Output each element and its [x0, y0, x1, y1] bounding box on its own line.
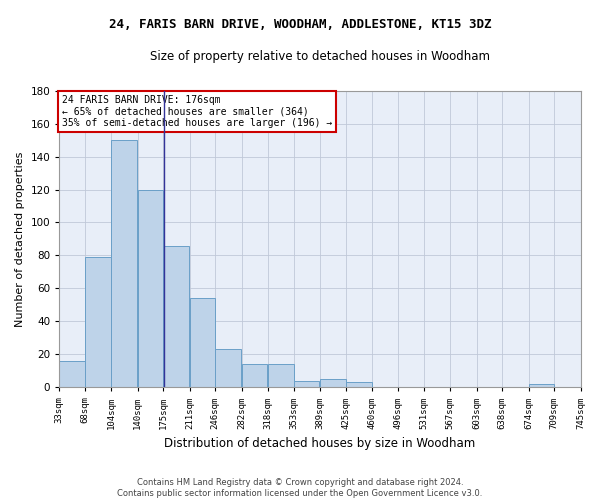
Bar: [215, 350, 241, 388]
Bar: [268, 364, 293, 388]
Bar: [163, 246, 189, 388]
Bar: [85, 257, 110, 388]
Bar: [242, 364, 267, 388]
Bar: [190, 298, 215, 388]
Y-axis label: Number of detached properties: Number of detached properties: [15, 152, 25, 326]
Bar: [320, 379, 346, 388]
Bar: [112, 140, 137, 388]
X-axis label: Distribution of detached houses by size in Woodham: Distribution of detached houses by size …: [164, 437, 476, 450]
Bar: [137, 190, 163, 388]
Text: Contains HM Land Registry data © Crown copyright and database right 2024.
Contai: Contains HM Land Registry data © Crown c…: [118, 478, 482, 498]
Text: 24 FARIS BARN DRIVE: 176sqm
← 65% of detached houses are smaller (364)
35% of se: 24 FARIS BARN DRIVE: 176sqm ← 65% of det…: [62, 95, 332, 128]
Bar: [529, 384, 554, 388]
Title: Size of property relative to detached houses in Woodham: Size of property relative to detached ho…: [150, 50, 490, 63]
Text: 24, FARIS BARN DRIVE, WOODHAM, ADDLESTONE, KT15 3DZ: 24, FARIS BARN DRIVE, WOODHAM, ADDLESTON…: [109, 18, 491, 30]
Bar: [59, 361, 85, 388]
Bar: [346, 382, 372, 388]
Bar: [293, 381, 319, 388]
